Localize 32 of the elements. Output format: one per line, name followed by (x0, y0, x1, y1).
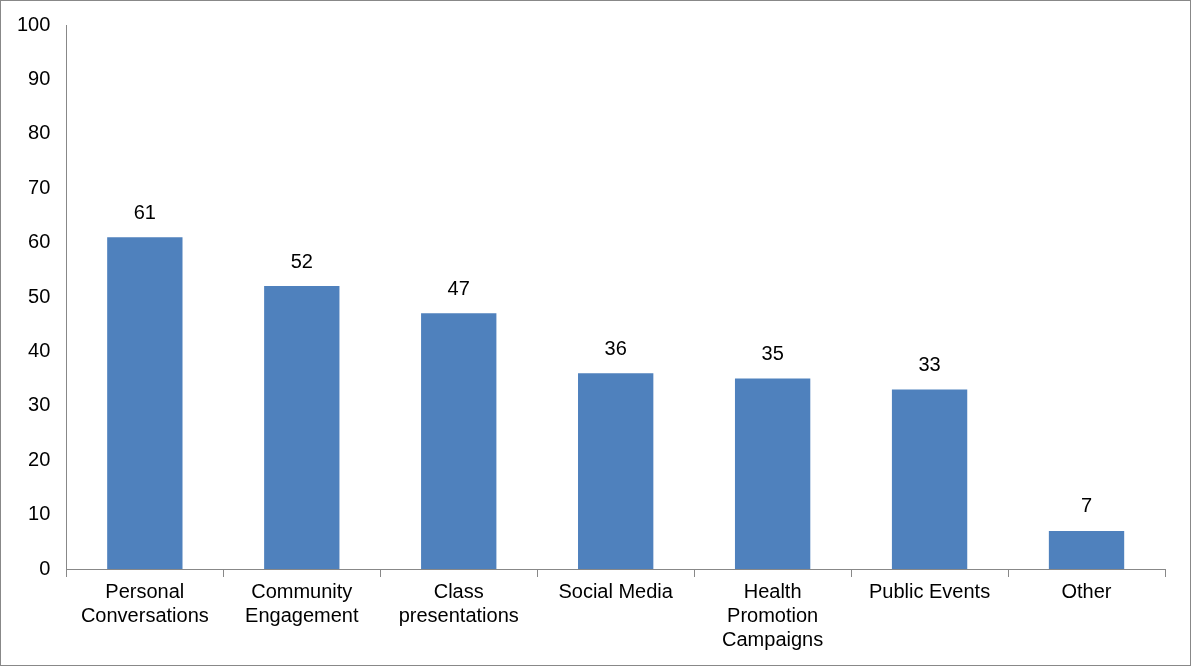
y-tick-label: 10 (28, 502, 51, 525)
data-label: 52 (290, 249, 313, 272)
y-tick-label: 0 (39, 556, 51, 579)
y-tick-label: 20 (28, 447, 51, 470)
bar (734, 378, 811, 569)
data-label: 35 (761, 342, 784, 365)
data-label: 7 (1080, 494, 1093, 517)
x-tick-label: Public Events (868, 579, 991, 602)
bar (421, 313, 497, 569)
y-tick-label: 30 (28, 393, 51, 416)
data-label: 33 (918, 353, 941, 375)
y-tick-label: 100 (16, 12, 51, 35)
y-tick-label: 90 (28, 66, 51, 89)
x-tick-label: Personal Conversations (80, 579, 209, 626)
x-tick-label: Social Media (558, 579, 674, 602)
x-tick-label: Health Promotion Campaigns (722, 579, 824, 650)
y-tick-label: 60 (28, 230, 51, 253)
y-tick-label: 50 (28, 284, 51, 307)
data-label: 47 (447, 276, 470, 299)
y-tick-label: 70 (28, 175, 51, 198)
bar (107, 237, 183, 569)
bar (264, 286, 340, 569)
data-label: 36 (604, 336, 627, 359)
y-tick-label: 80 (28, 121, 51, 144)
x-tick-label: Class presentations (398, 579, 519, 626)
x-tick-label: Other (1061, 579, 1112, 602)
bar (1048, 530, 1125, 569)
x-tick-label: Community Engagement (245, 579, 359, 626)
bar (578, 373, 654, 569)
y-tick-label: 40 (28, 338, 51, 361)
bar (891, 389, 968, 569)
data-label: 61 (133, 200, 156, 223)
